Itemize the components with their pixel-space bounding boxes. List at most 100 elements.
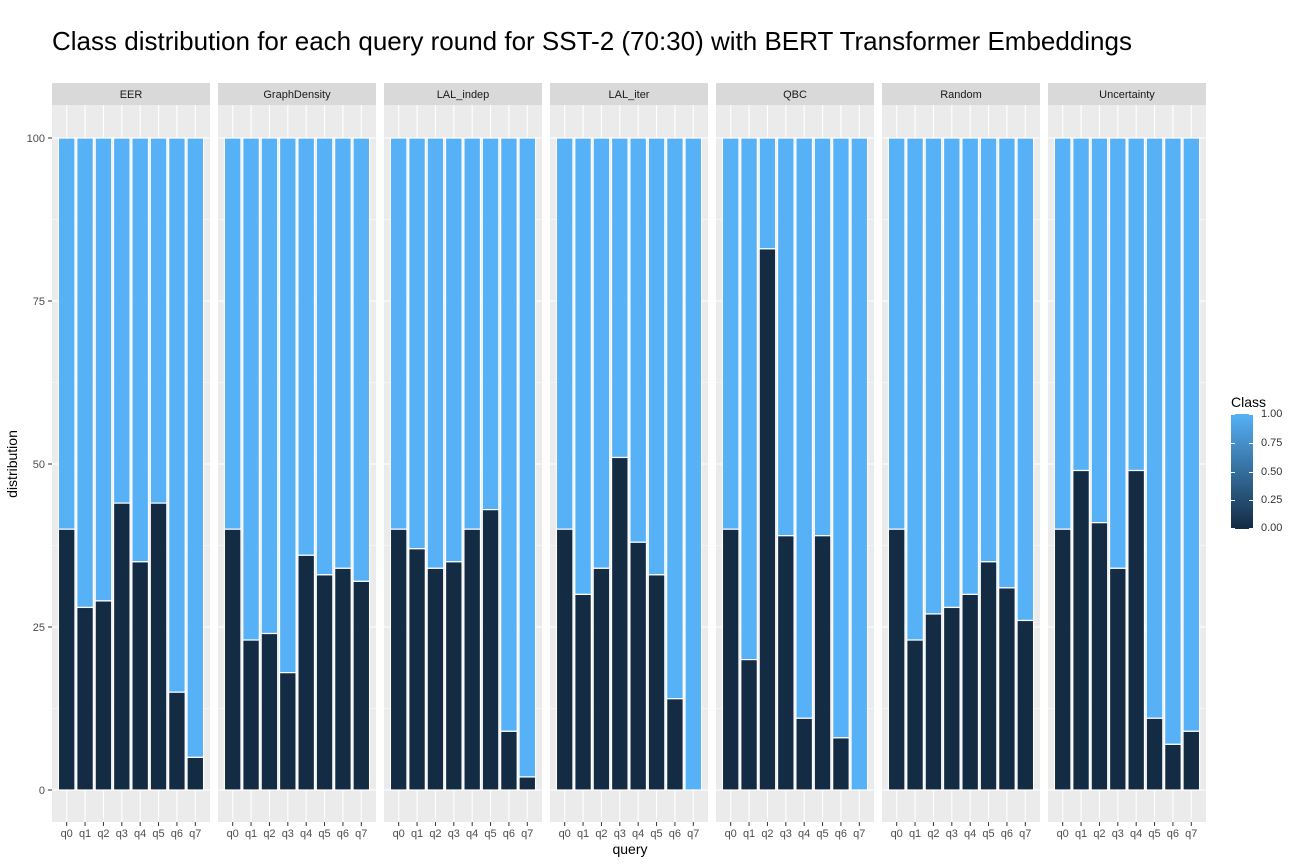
bar-class-1 [758,137,777,250]
bar-class-1 [297,137,316,556]
x-tick-label: q7 [521,828,533,840]
bar-class-1 [260,137,279,635]
bar-class-0 [500,730,518,791]
bar-class-1 [647,137,666,576]
x-tick-label: q0 [393,828,405,840]
facet-strip [550,83,708,105]
bar-class-1 [352,137,371,582]
bar-class-1 [389,137,408,530]
legend-tick-mark [1249,471,1253,473]
bar-class-0 [297,554,316,791]
x-tick-label: q7 [687,828,699,840]
bar-class-1 [463,137,482,530]
bar-class-1 [186,137,205,759]
bar-class-0 [776,535,795,791]
bar-class-0 [740,658,758,791]
x-tick-label: q6 [1167,828,1179,840]
bar-class-1 [961,137,980,595]
bar-class-1 [1164,137,1182,745]
x-tick-label: q4 [798,828,810,840]
bar-class-0 [76,606,94,791]
bar-class-1 [998,137,1016,589]
bar-class-1 [94,137,113,602]
bar-class-0 [998,587,1016,791]
bar-class-1 [813,137,832,537]
x-tick-label: q5 [152,828,164,840]
bar-class-1 [795,137,814,719]
bar-class-0 [57,528,76,791]
bar-class-1 [850,137,869,791]
legend-tick-label: 0.25 [1261,494,1283,507]
bar-class-0 [758,248,777,791]
x-tick-label: q3 [448,828,460,840]
bar-class-0 [1016,619,1035,791]
legend-tick-label: 0.75 [1261,436,1283,449]
legend-tick-label: 0.00 [1261,522,1283,534]
bar-class-0 [1182,730,1201,791]
facet-label: QBC [783,89,807,101]
bar-class-1 [1108,137,1127,569]
x-tick-label: q3 [614,828,626,840]
x-tick-label: q4 [300,828,312,840]
bar-class-1 [887,137,906,530]
bar-class-1 [426,137,445,569]
x-tick-label: q2 [429,828,441,840]
bar-class-0 [481,509,500,791]
x-tick-label: q0 [1057,828,1069,840]
bar-class-0 [315,574,334,791]
x-tick-label: q1 [1075,828,1087,840]
bar-class-0 [832,737,850,791]
bar-class-1 [629,137,648,543]
bar-class-0 [1053,528,1072,791]
bar-class-1 [1072,137,1090,472]
x-tick-label: q6 [171,828,183,840]
legend-tick-mark [1231,528,1235,529]
y-tick-label: 0 [39,785,45,797]
bar-class-1 [1053,137,1072,530]
bar-class-1 [740,137,758,661]
x-tick-label: q0 [559,828,571,840]
bar-class-1 [610,137,629,459]
x-tick-label: q1 [411,828,423,840]
x-tick-label: q1 [79,828,91,840]
legend-tick-mark [1249,528,1253,529]
bar-class-1 [924,137,943,615]
bar-class-1 [500,137,518,732]
y-axis-title: distribution [4,430,20,498]
bar-class-1 [223,137,242,530]
bar-class-1 [278,137,297,674]
bar-class-1 [76,137,94,609]
x-tick-label: q3 [282,828,294,840]
y-tick-label: 100 [27,133,45,145]
x-tick-label: q5 [484,828,496,840]
bar-class-0 [131,561,150,791]
bar-class-0 [924,613,943,791]
x-tick-label: q5 [1148,828,1160,840]
x-tick-label: q2 [1093,828,1105,840]
bar-class-0 [334,567,352,791]
bar-class-0 [389,528,408,791]
legend-tick-mark [1231,442,1235,444]
bar-class-0 [223,528,242,791]
bar-class-0 [426,567,445,791]
bar-class-0 [666,698,684,791]
x-tick-label: q2 [97,828,109,840]
x-tick-label: q5 [650,828,662,840]
bar-class-1 [518,137,537,778]
bar-class-0 [94,600,113,791]
legend-tick-mark [1249,442,1253,444]
bar-class-1 [555,137,574,530]
bar-class-1 [906,137,924,641]
x-tick-label: q5 [816,828,828,840]
bar-class-1 [574,137,592,595]
x-axis-title: query [612,841,647,857]
bar-class-0 [610,456,629,791]
x-tick-label: q2 [263,828,275,840]
bar-class-1 [112,137,131,504]
bar-class-0 [629,541,648,791]
bar-class-1 [1182,137,1201,732]
legend-tick-mark [1249,500,1253,502]
bar-class-0 [149,502,168,791]
bar-class-0 [186,756,205,791]
x-tick-label: q5 [318,828,330,840]
